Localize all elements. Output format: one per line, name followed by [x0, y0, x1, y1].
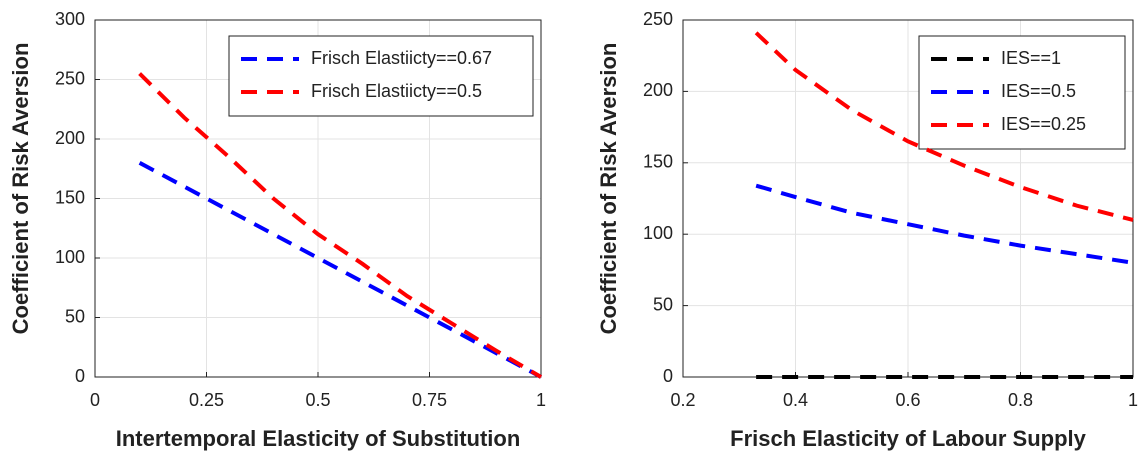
- x-tick-label: 0.4: [783, 390, 808, 410]
- x-tick-label: 1: [1128, 390, 1138, 410]
- legend-label: Frisch Elastiicty==0.5: [311, 81, 482, 101]
- legend-label: Frisch Elastiicty==0.67: [311, 48, 492, 68]
- y-tick-label: 0: [663, 366, 673, 386]
- y-tick-label: 100: [55, 247, 85, 267]
- y-tick-label: 250: [55, 68, 85, 88]
- legend-box: [918, 35, 1126, 150]
- data-line: [138, 161, 542, 379]
- data-line: [138, 72, 543, 379]
- subplot: 0.2 0.4 0.6 0.8 1 0 50 100 150 200 250 Frisch Elast…: [596, 9, 1138, 451]
- data-line: [755, 183, 1134, 265]
- y-tick-label: 50: [653, 294, 673, 314]
- y-axis-label: Coefficient of Risk Aversion: [8, 43, 33, 335]
- x-tick-label: 0.8: [1008, 390, 1033, 410]
- x-tick-label: 0: [90, 390, 100, 410]
- y-tick-label: 250: [643, 9, 673, 29]
- axes-box: [682, 19, 1134, 378]
- legend-label: IES==1: [1001, 48, 1061, 68]
- subplot: 0 0.25 0.5 0.75 1 0 50 100 150 200 250 300 Intertemp…: [8, 9, 546, 451]
- axes-box: [94, 19, 542, 378]
- y-tick-label: 0: [75, 366, 85, 386]
- x-axis-label: Frisch Elasticity of Labour Supply: [730, 426, 1086, 451]
- y-tick-label: 100: [643, 223, 673, 243]
- y-tick-label: 200: [643, 80, 673, 100]
- y-tick-label: 300: [55, 9, 85, 29]
- y-tick-label: 150: [55, 187, 85, 207]
- y-tick-label: 50: [65, 306, 85, 326]
- x-axis-label: Intertemporal Elasticity of Substitution: [116, 426, 521, 451]
- x-tick-label: 0.5: [305, 390, 330, 410]
- y-tick-label: 200: [55, 128, 85, 148]
- x-tick-label: 0.2: [670, 390, 695, 410]
- x-tick-label: 1: [536, 390, 546, 410]
- y-tick-label: 150: [643, 152, 673, 172]
- x-tick-label: 0.75: [412, 390, 447, 410]
- legend-box: [228, 35, 534, 117]
- x-tick-label: 0.25: [189, 390, 224, 410]
- legend-label: IES==0.25: [1001, 114, 1086, 134]
- data-line: [754, 31, 1134, 222]
- y-axis-label: Coefficient of Risk Aversion: [596, 43, 621, 335]
- x-tick-label: 0.6: [895, 390, 920, 410]
- legend-label: IES==0.5: [1001, 81, 1076, 101]
